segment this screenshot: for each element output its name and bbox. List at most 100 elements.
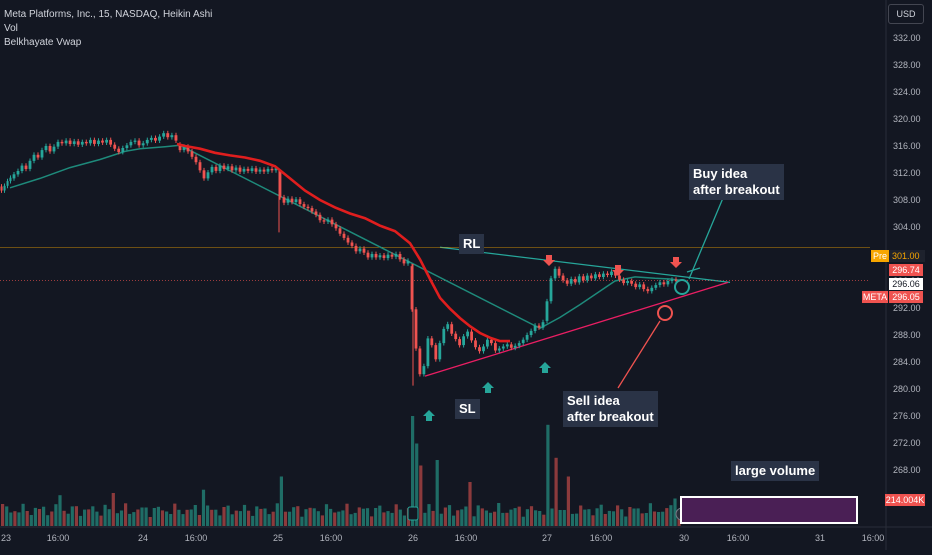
price-axis-tick: 276.00: [893, 411, 921, 421]
volume-bar: [394, 504, 398, 526]
candle-body: [378, 255, 382, 258]
pre-price: 301.00: [889, 250, 925, 262]
trendline-sl: [424, 281, 729, 377]
volume-bar: [468, 482, 472, 526]
legend-vwap: Belkhayate Vwap: [4, 37, 82, 48]
candle-body: [386, 254, 390, 259]
volume-bar: [189, 509, 193, 526]
candle-body: [442, 328, 446, 344]
candle-body: [250, 168, 254, 171]
candle-body: [154, 137, 157, 141]
volume-bar: [456, 510, 460, 526]
candle-body: [314, 211, 318, 215]
volume-bar: [275, 503, 279, 526]
volume-bar: [443, 507, 447, 526]
volume-bar: [427, 504, 431, 526]
volume-bar: [29, 515, 33, 526]
volume-bar: [480, 508, 484, 526]
price-axis-tick: 280.00: [893, 384, 921, 394]
candle-body: [202, 170, 206, 179]
candle-body: [310, 208, 314, 212]
green-up-arrow: [423, 410, 435, 421]
volume-tag: 214.004K: [885, 494, 925, 506]
volume-bar: [17, 512, 21, 526]
price-axis-tick: 316.00: [893, 141, 921, 151]
volume-bar: [279, 476, 283, 526]
volume-bar: [669, 505, 673, 526]
candle-body: [610, 271, 613, 275]
candle-body: [109, 139, 112, 145]
candle-body: [290, 198, 294, 203]
candle-body: [226, 166, 230, 169]
time-axis-tick: 27: [542, 533, 552, 543]
candle-body: [6, 181, 9, 186]
candle-body: [318, 214, 322, 221]
candle-body: [190, 151, 194, 157]
time-axis-tick: 16:00: [455, 533, 478, 543]
volume-bar: [267, 514, 271, 526]
volume-bar: [452, 515, 456, 526]
sl-label: SL: [455, 399, 480, 419]
candle-body: [3, 185, 6, 191]
candle-body: [581, 276, 585, 281]
red-down-arrow: [612, 265, 624, 276]
volume-bar: [562, 510, 566, 526]
volume-bar: [632, 508, 636, 526]
volume-bar: [546, 424, 550, 526]
candle-body: [97, 140, 100, 144]
volume-bar: [308, 507, 312, 526]
volume-bar: [476, 505, 480, 526]
candle-body: [537, 325, 541, 328]
candle-body: [342, 233, 346, 238]
candle-body: [274, 168, 278, 171]
candle-body: [186, 146, 190, 152]
candle-body: [149, 137, 153, 140]
candle-body: [505, 344, 509, 347]
volume-bar: [312, 508, 316, 526]
candle-body: [422, 366, 426, 375]
candle-body: [64, 140, 68, 144]
sell-pointer-line: [617, 320, 661, 389]
volume-bar: [316, 511, 320, 526]
volume-bar: [25, 511, 29, 526]
candle-body: [466, 331, 469, 337]
volume-bar: [398, 509, 402, 526]
candle-body: [549, 278, 553, 302]
green-up-arrow: [539, 362, 551, 373]
candle-body: [117, 148, 121, 153]
mid-price-tag: 296.06: [889, 278, 923, 290]
candle-body: [52, 146, 56, 152]
volume-bar: [1, 504, 5, 526]
volume-bar: [152, 508, 156, 526]
candle-body: [282, 197, 286, 203]
sell-idea-label: Sell idea after breakout: [563, 391, 658, 427]
candle-body: [20, 165, 24, 171]
candle-body: [254, 168, 258, 172]
candle-body: [650, 287, 654, 292]
volume-bar: [300, 516, 304, 526]
candle-body: [270, 168, 274, 171]
candle-body: [598, 274, 601, 277]
large-volume-box: [680, 496, 858, 524]
price-axis-tick: 332.00: [893, 33, 921, 43]
volume-bar: [156, 506, 160, 526]
candle-body: [246, 168, 250, 171]
candle-body: [470, 331, 473, 341]
volume-bar: [349, 514, 353, 526]
volume-bar: [534, 510, 538, 526]
volume-bar: [185, 509, 189, 526]
currency-button[interactable]: USD: [888, 4, 924, 24]
volume-bar: [497, 503, 501, 526]
candle-body: [474, 340, 477, 348]
candle-body: [501, 346, 505, 349]
time-axis-tick: 16:00: [185, 533, 208, 543]
candle-body: [298, 199, 302, 204]
candle-body: [478, 347, 481, 352]
volume-bar: [210, 509, 214, 526]
buy-breakout-circle: [674, 279, 690, 295]
volume-bar: [42, 506, 46, 526]
volume-bar: [144, 507, 148, 526]
volume-bar: [624, 516, 628, 526]
volume-bar: [419, 465, 423, 526]
